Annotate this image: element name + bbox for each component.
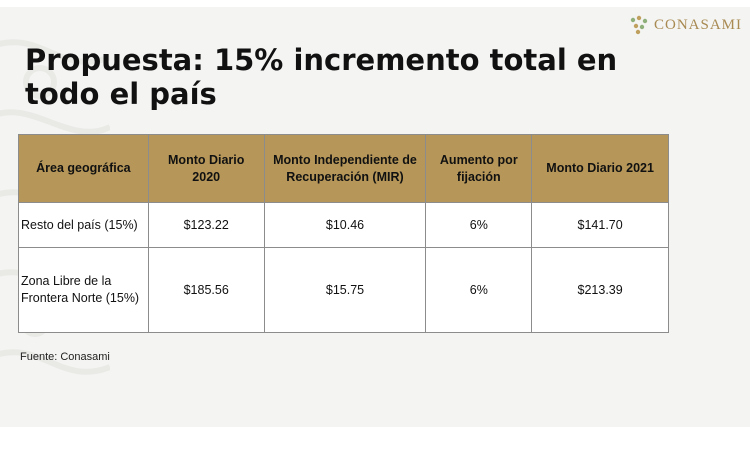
header-mir: Monto Independiente de Recuperación (MIR… [263,134,427,203]
cell-monto-2021: $141.70 [531,202,669,248]
conasami-logo-icon [630,15,648,35]
cell-aumento: 6% [425,247,533,333]
header-aumento: Aumento por fijación [425,134,533,203]
slide: CONASAMI Propuesta: 15% incremento total… [0,7,750,427]
data-table: Área geográfica Monto Diario 2020 Monto … [18,134,669,333]
logo-text: CONASAMI [653,16,742,33]
table-header-row: Área geográfica Monto Diario 2020 Monto … [18,134,669,203]
cell-monto-2020: $185.56 [147,247,265,333]
header-monto-2021: Monto Diario 2021 [531,134,669,203]
cell-area: Zona Libre de la Frontera Norte (15%) [18,247,149,333]
conasami-logo: CONASAMI [628,15,742,35]
cell-area: Resto del país (15%) [18,202,149,248]
page-title: Propuesta: 15% incremento total en todo … [25,43,618,111]
header-area: Área geográfica [18,134,149,203]
cell-mir: $15.75 [263,247,427,333]
header-monto-2020: Monto Diario 2020 [147,134,265,203]
source-note: Fuente: Conasami [20,351,110,363]
cell-monto-2021: $213.39 [531,247,669,333]
cell-monto-2020: $123.22 [147,202,265,248]
cell-aumento: 6% [425,202,533,248]
table-row: Resto del país (15%) $123.22 $10.46 6% $… [18,202,669,248]
table-row: Zona Libre de la Frontera Norte (15%) $1… [18,247,669,333]
cell-mir: $10.46 [263,202,427,248]
